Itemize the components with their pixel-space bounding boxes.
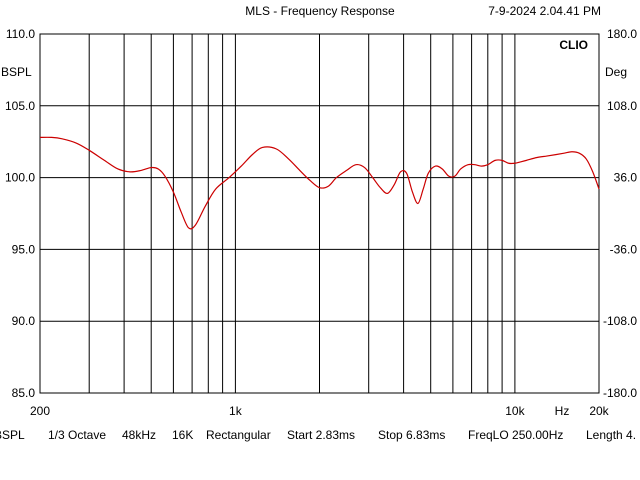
left-axis-tick-label: 100.0 xyxy=(5,171,35,185)
status-bar: BSPL 1/3 Octave 48kHz 16K Rectangular Start 2… xyxy=(0,428,636,442)
chart-title: MLS - Frequency Response xyxy=(245,4,395,18)
right-axis-tick-label: 108.0 xyxy=(607,99,637,113)
status-bar-item: Rectangular xyxy=(206,428,271,442)
left-axis-tick-label: 105.0 xyxy=(5,99,35,113)
status-bar-item: Start 2.83ms xyxy=(287,428,355,442)
right-axis-tick-label: -108.0 xyxy=(603,314,637,328)
right-axis-ticks: 180.0 108.0 36.0 -36.0 -108.0 -180.0 xyxy=(603,27,637,400)
right-axis-tick-label: 180.0 xyxy=(607,27,637,41)
grid-lines xyxy=(40,34,599,393)
left-axis-tick-label: 90.0 xyxy=(12,314,36,328)
left-axis-label: BSPL xyxy=(1,65,32,79)
timestamp: 7-9-2024 2.04.41 PM xyxy=(488,4,601,18)
clio-brand-label: CLIO xyxy=(559,38,588,52)
left-axis-tick-label: 110.0 xyxy=(6,27,35,41)
x-axis-tick-label: 1k xyxy=(229,404,243,418)
status-bar-item: 1/3 Octave xyxy=(48,428,106,442)
left-axis-ticks: 110.0 105.0 100.0 95.0 90.0 85.0 xyxy=(5,27,35,400)
x-axis-unit-label: Hz xyxy=(555,404,570,418)
right-axis-tick-label: -36.0 xyxy=(610,242,638,256)
x-axis-ticks: 200 1k 10k 20k xyxy=(30,404,610,418)
status-bar-item: BSPL xyxy=(0,428,25,442)
spl-curve xyxy=(39,136,600,230)
right-axis-tick-label: 36.0 xyxy=(614,171,638,185)
x-axis-tick-label: 200 xyxy=(30,404,50,418)
left-axis-tick-label: 85.0 xyxy=(12,386,36,400)
status-bar-item: 16K xyxy=(172,428,193,442)
right-axis-label: Deg xyxy=(605,65,627,79)
status-bar-item: 48kHz xyxy=(122,428,156,442)
right-axis-tick-label: -180.0 xyxy=(603,386,637,400)
left-axis-tick-label: 95.0 xyxy=(12,242,36,256)
x-axis-tick-label: 20k xyxy=(589,404,609,418)
status-bar-item: FreqLO 250.00Hz xyxy=(468,428,563,442)
x-axis-tick-label: 10k xyxy=(505,404,525,418)
status-bar-item: Stop 6.83ms xyxy=(378,428,445,442)
status-bar-item: Length 4. xyxy=(586,428,636,442)
